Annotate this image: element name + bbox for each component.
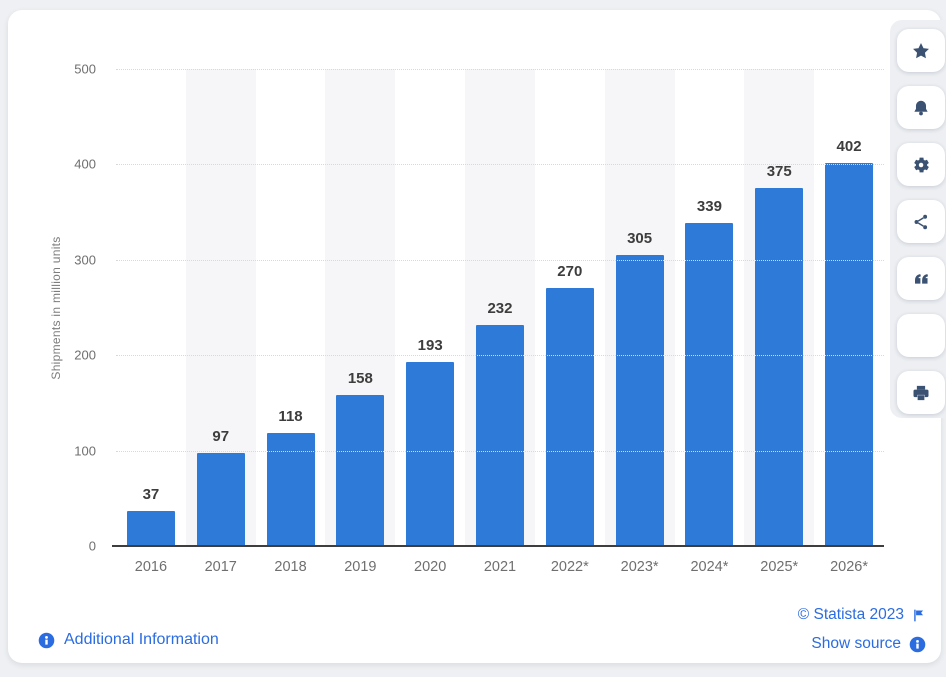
bar-value-label: 158: [347, 370, 373, 388]
bar-value-label: 305: [627, 230, 653, 248]
x-axis-label: 2026*: [830, 559, 868, 575]
y-axis-tick: 200: [74, 347, 96, 363]
chart-card: Shipments in million units 37 2016 97 2017 1…: [8, 10, 941, 663]
chart-bar[interactable]: [755, 188, 804, 546]
info-icon: [909, 636, 926, 652]
x-axis-label: 2020: [414, 559, 447, 575]
bar-value-label: 97: [212, 428, 230, 446]
chart-band: 97 2017: [185, 69, 256, 575]
info-icon: [38, 632, 55, 648]
x-axis-label: 2021: [483, 559, 517, 575]
blank-button[interactable]: [897, 314, 945, 357]
show-source-link[interactable]: Show source: [811, 635, 926, 653]
chart-band: 118 2018: [256, 69, 326, 575]
bar-value-label: 37: [142, 485, 160, 503]
favorite-button[interactable]: [897, 29, 945, 72]
bar-value-label: 375: [766, 163, 792, 181]
button-rail: [897, 29, 945, 414]
gear-icon: [912, 156, 930, 174]
chart-band: 305 2023*: [604, 69, 675, 575]
gridline: [116, 164, 884, 166]
additional-information-link[interactable]: Additional Information: [38, 631, 219, 649]
copyright-link[interactable]: © Statista 2023: [798, 606, 926, 624]
show-source-label: Show source: [811, 635, 901, 652]
y-axis-tick: 400: [74, 156, 96, 172]
copyright-label: © Statista 2023: [797, 606, 904, 623]
chart-band: 402 2026*: [814, 69, 884, 575]
chart-bands: 37 2016 97 2017 118 2018 158 2019 193 2020 232 2021…: [116, 69, 884, 575]
gridline: [116, 69, 884, 70]
gridline: [116, 259, 884, 261]
share-icon: [912, 213, 930, 231]
x-axis-label: 2018: [274, 559, 307, 575]
chart-band: 193 2020: [395, 69, 465, 575]
chart-band: 270 2022*: [535, 69, 605, 575]
chart-band: 375 2025*: [744, 69, 815, 575]
chart-band: 232 2021: [465, 69, 535, 575]
chart-bar[interactable]: [545, 288, 594, 546]
x-axis-label: 2019: [344, 559, 377, 575]
chart-bar[interactable]: [825, 162, 874, 546]
y-axis-tick: 100: [74, 443, 96, 459]
y-axis-tick: 500: [74, 61, 96, 77]
chart-bar[interactable]: [336, 395, 385, 546]
x-axis-label: 2016: [134, 559, 168, 575]
notification-button[interactable]: [897, 86, 945, 129]
citation-button[interactable]: [897, 257, 945, 300]
bar-value-label: 270: [557, 263, 583, 281]
x-axis-label: 2017: [204, 559, 237, 575]
chart-bar[interactable]: [266, 433, 315, 546]
y-axis-title: Shipments in million units: [49, 236, 63, 380]
settings-button[interactable]: [897, 143, 945, 186]
x-axis-label: 2025*: [760, 559, 799, 575]
chart-bar[interactable]: [126, 510, 175, 546]
gridline: [116, 355, 884, 357]
chart-bar[interactable]: [685, 222, 734, 546]
bar-value-label: 402: [836, 137, 862, 155]
chart-band: 37 2016: [116, 69, 186, 575]
chart-bar[interactable]: [406, 361, 455, 546]
bar-value-label: 193: [417, 336, 443, 354]
flag-icon: [914, 609, 924, 621]
print-button[interactable]: [897, 371, 945, 414]
x-axis-label: 2022*: [550, 559, 589, 575]
x-axis-line: [112, 545, 884, 547]
bar-value-label: 339: [696, 197, 722, 215]
chart-bar[interactable]: [615, 255, 664, 546]
printer-icon: [912, 384, 930, 402]
y-axis-tick: 300: [74, 252, 96, 268]
additional-information-label: Additional Information: [64, 631, 219, 648]
chart-bar[interactable]: [196, 453, 245, 546]
x-axis-label: 2024*: [690, 559, 729, 575]
star-icon: [912, 42, 930, 60]
chart-band: 339 2024*: [675, 69, 745, 575]
plot-area: 37 2016 97 2017 118 2018 158 2019 193 2020 232 2021…: [74, 62, 884, 575]
chart-bar[interactable]: [475, 324, 524, 546]
gridline: [116, 450, 884, 452]
bell-icon: [912, 99, 930, 117]
bar-value-label: 232: [487, 299, 513, 317]
share-button[interactable]: [897, 200, 945, 243]
quote-icon: [912, 270, 930, 288]
bar-value-label: 118: [278, 408, 303, 426]
chart-band: 158 2019: [325, 69, 396, 575]
y-axis-tick: 0: [88, 538, 96, 554]
x-axis-label: 2023*: [620, 559, 659, 575]
